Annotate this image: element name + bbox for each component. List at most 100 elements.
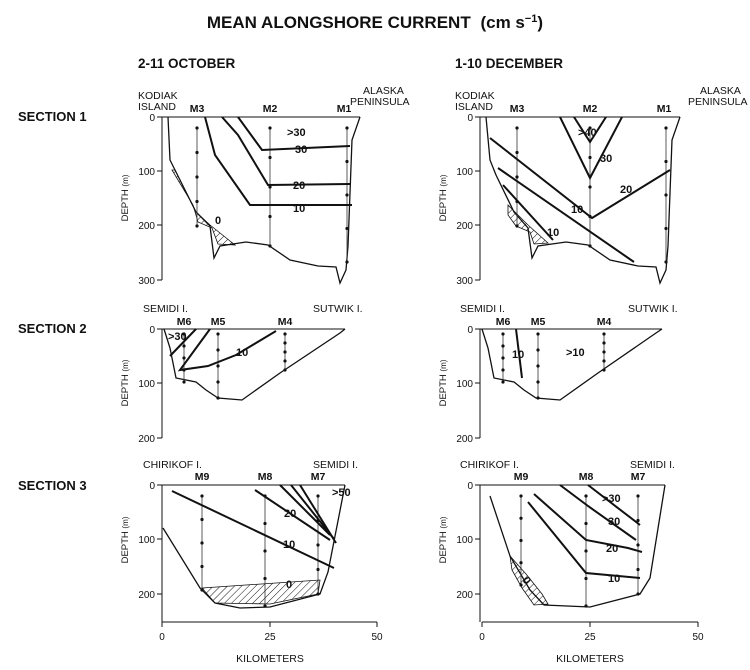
x-tick: 25: [264, 632, 276, 643]
instrument-dot: [263, 549, 267, 553]
contour-label: 0: [286, 579, 292, 591]
column-title-october: 2-11 OCTOBER: [138, 56, 236, 71]
depth-axis-title: DEPTH (m): [120, 174, 131, 221]
instrument-dot: [200, 564, 204, 569]
instrument-dot: [182, 344, 186, 348]
instrument-dot: [602, 332, 606, 336]
panel-dec-section2: SEMIDI I. SUTWIK I. 0 100 200 DEPTH (m) …: [438, 303, 678, 445]
mooring-label-m8: M8: [258, 471, 273, 483]
instrument-dot: [519, 583, 523, 587]
instrument-dot: [268, 126, 272, 130]
mooring-label-m6: M6: [496, 316, 511, 328]
section-label-2: SECTION 2: [18, 321, 87, 336]
figure-title: MEAN ALONGSHORE CURRENT (cm s−1): [207, 13, 543, 32]
instrument-dot: [200, 541, 204, 545]
isotach-20a: [559, 484, 637, 541]
mooring-label-m9: M9: [195, 471, 210, 483]
contour-label: 20: [293, 180, 305, 192]
instrument-dot: [216, 348, 220, 352]
contour-label: >30: [168, 331, 187, 343]
panel-oct-section2: SEMIDI I. SUTWIK I. 0 100 200 DEPTH (m) …: [120, 303, 363, 445]
instrument-dot: [195, 126, 199, 130]
instrument-dot: [536, 348, 540, 352]
place-semidi: SEMIDI I.: [143, 303, 188, 315]
instrument-dot: [316, 567, 320, 572]
instrument-dot: [515, 224, 519, 228]
x-tick: 0: [159, 632, 165, 643]
place-semidi: SEMIDI I.: [313, 459, 358, 471]
instrument-dot: [536, 396, 540, 400]
sea-floor-outline: [489, 484, 666, 608]
depth-axis-title: DEPTH (m): [438, 174, 449, 221]
place-sutwik: SUTWIK I.: [313, 303, 363, 315]
instrument-dot: [200, 517, 204, 522]
place-alaska-line2: PENINSULA: [350, 96, 410, 108]
depth-tick: 0: [149, 481, 155, 492]
depth-tick: 0: [467, 113, 473, 124]
instrument-dot: [515, 199, 519, 204]
instrument-dot: [182, 332, 186, 336]
instrument-dot: [519, 561, 523, 565]
depth-axis-title: DEPTH (m): [438, 516, 449, 563]
mooring-label-m6: M6: [177, 316, 192, 328]
depth-tick: 200: [456, 434, 473, 445]
instrument-dot: [345, 260, 349, 264]
place-kodiak-line2: ISLAND: [455, 101, 493, 113]
zero-flow-hatched-area: [507, 204, 549, 245]
contour-label: 30: [600, 153, 612, 165]
depth-axis-title: DEPTH (m): [120, 359, 131, 406]
instrument-dot: [501, 380, 505, 384]
x-axis-october: 0 25 50 KILOMETERS: [159, 621, 383, 665]
instrument-dot: [501, 356, 505, 360]
contour-label: 10: [293, 203, 305, 215]
place-chirikof: CHIRIKOF I.: [460, 459, 519, 471]
instrument-dot: [316, 543, 320, 547]
instrument-dot: [316, 494, 320, 498]
instrument-dot: [519, 516, 523, 520]
panel-dec-section3: CHIRIKOF I. SEMIDI I. 0 100 200 DEPTH (m…: [438, 459, 675, 622]
isotach-20: [559, 116, 623, 181]
place-sutwik: SUTWIK I.: [628, 303, 678, 315]
place-kodiak-line2: ISLAND: [138, 101, 176, 113]
isotach-30: [587, 484, 641, 526]
depth-tick: 100: [456, 167, 473, 178]
instrument-dot: [283, 341, 287, 345]
contour-label: >40: [578, 127, 597, 139]
instrument-dot: [316, 592, 320, 596]
instrument-dot: [316, 518, 320, 523]
isotach-10: [171, 490, 335, 569]
mooring-label-m5: M5: [211, 316, 226, 328]
isotach-10-main: [489, 137, 671, 220]
mooring-label-m4: M4: [597, 316, 612, 328]
place-alaska-line1: ALASKA: [363, 85, 404, 97]
instrument-dot: [588, 155, 592, 160]
depth-tick: 0: [467, 481, 473, 492]
instrument-dot: [263, 576, 267, 581]
instrument-dot: [664, 226, 668, 231]
mooring-label-m4: M4: [278, 316, 293, 328]
zero-flow-hatched-area: [171, 169, 237, 246]
instrument-dot: [345, 159, 349, 164]
instrument-dot: [216, 380, 220, 384]
isotach-20: [221, 116, 351, 187]
depth-tick: 100: [138, 379, 155, 390]
contour-label: 10: [571, 204, 583, 216]
isotach-50: [279, 484, 331, 536]
instrument-dot: [584, 521, 588, 526]
instrument-dot: [584, 576, 588, 581]
depth-tick: 100: [138, 167, 155, 178]
instrument-dot: [182, 380, 186, 384]
instrument-dot: [263, 494, 267, 498]
instrument-dot: [515, 150, 519, 155]
instrument-dot: [501, 344, 505, 348]
instrument-dot: [283, 332, 287, 336]
mooring-label-m8: M8: [579, 471, 594, 483]
contour-label: >30: [602, 493, 621, 505]
panel-oct-section1: KODIAK ISLAND ALASKA PENINSULA 0 100 200…: [120, 85, 410, 287]
sea-floor-outline: [163, 328, 346, 401]
instrument-dot: [602, 350, 606, 354]
contour-label: 0: [520, 575, 533, 587]
x-tick: 50: [371, 632, 383, 643]
contour-label: 10: [608, 573, 620, 585]
